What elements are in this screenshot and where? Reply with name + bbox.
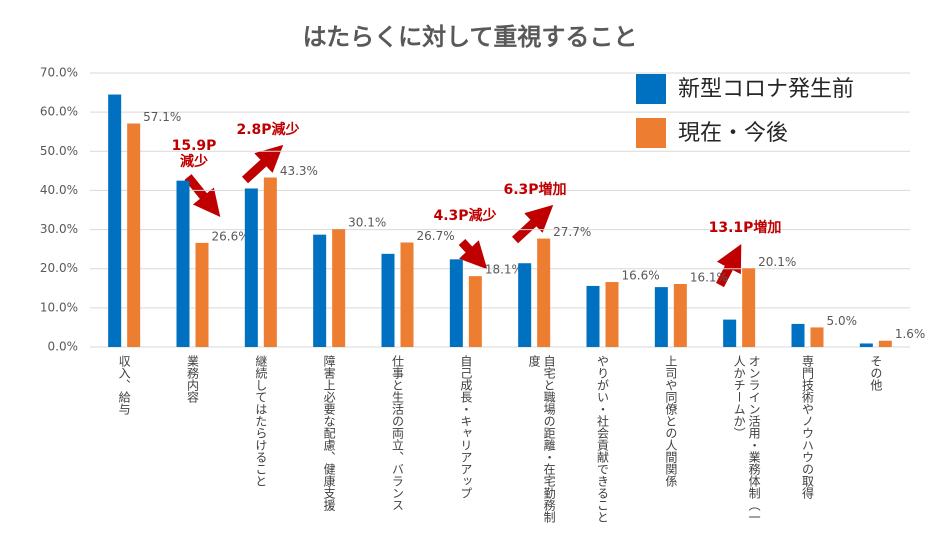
- y-tick-label: 70.0%: [40, 66, 78, 80]
- x-tick-label: 専門技術やノウハウの取得: [800, 355, 815, 499]
- bar: [263, 177, 277, 347]
- bar: [400, 242, 414, 347]
- x-tick-label: 業務内容: [185, 355, 200, 403]
- data-label: 57.1%: [143, 110, 181, 124]
- x-tick-label: 仕事と生活の両立、バランス: [390, 355, 405, 511]
- data-label: 1.6%: [895, 327, 926, 341]
- arrow: [716, 244, 742, 288]
- legend-label: 新型コロナ発生前: [678, 77, 854, 102]
- annotation-arrows: [184, 144, 742, 288]
- bar: [859, 343, 873, 347]
- legend-swatch: [636, 74, 666, 104]
- x-tick-label: オンライン活用・業務体制（一人かチームか）: [732, 355, 762, 523]
- bar: [313, 234, 327, 347]
- data-label: 20.1%: [758, 255, 796, 269]
- bar: [195, 242, 209, 347]
- bar: [791, 323, 805, 347]
- arrow: [458, 238, 488, 270]
- bar: [654, 287, 668, 347]
- arrow: [511, 204, 554, 244]
- bar: [586, 285, 600, 347]
- data-label: 5.0%: [827, 314, 858, 328]
- bar: [108, 94, 122, 348]
- data-label: 18.1%: [485, 263, 523, 277]
- x-tick-label: その他: [868, 355, 883, 391]
- annotation: 6.3P増加: [503, 182, 567, 198]
- data-label: 16.6%: [622, 269, 660, 283]
- annotation: 15.9P減少: [171, 138, 217, 170]
- y-tick-label: 30.0%: [40, 222, 78, 236]
- bar: [127, 123, 141, 347]
- data-label: 27.7%: [553, 225, 591, 239]
- chart-title: はたらくに対して重視すること: [303, 23, 638, 51]
- x-tick-label: 障害上必要な配慮、健康支援: [322, 355, 337, 511]
- x-tick-label: 上司や同僚との人間関係: [663, 355, 678, 487]
- y-tick-label: 10.0%: [40, 300, 78, 314]
- data-label: 16.1%: [690, 270, 728, 284]
- bar: [468, 276, 482, 347]
- data-label: 43.3%: [280, 164, 318, 178]
- x-tick-label: やりがい・社会貢献できること: [595, 355, 610, 523]
- bar: [449, 259, 463, 347]
- bar: [605, 282, 619, 347]
- y-tick-label: 60.0%: [40, 105, 78, 119]
- data-label: 26.6%: [212, 229, 250, 243]
- arrow: [241, 144, 284, 184]
- annotation: 13.1P増加: [708, 220, 782, 236]
- y-tick-label: 20.0%: [40, 261, 78, 275]
- y-tick-label: 40.0%: [40, 183, 78, 197]
- annotation: 4.3P減少: [433, 208, 497, 224]
- legend-label: 現在・今後: [678, 121, 788, 146]
- bar: [742, 268, 756, 347]
- bar: [518, 263, 532, 347]
- data-label: 30.1%: [348, 216, 386, 230]
- annotation: 2.8P減少: [236, 122, 300, 138]
- x-tick-label: 収入、給与: [117, 355, 132, 415]
- bar: [381, 253, 395, 347]
- bar: [332, 229, 346, 347]
- bar: [244, 188, 258, 347]
- legend-swatch: [636, 118, 666, 148]
- bar: [673, 283, 687, 347]
- bar: [810, 327, 824, 347]
- y-tick-label: 50.0%: [40, 144, 78, 158]
- x-tick-label: 自宅と職場の距離・在宅勤務制度: [527, 355, 557, 523]
- y-tick-label: 0.0%: [48, 340, 79, 354]
- data-label: 26.7%: [417, 229, 455, 243]
- bar: [537, 238, 551, 347]
- x-tick-label: 自己成長・キャリアアップ: [458, 355, 473, 499]
- bar: [176, 180, 190, 347]
- bar: [878, 340, 892, 347]
- x-tick-label: 継続してはたらけること: [253, 355, 268, 487]
- bar: [723, 319, 737, 347]
